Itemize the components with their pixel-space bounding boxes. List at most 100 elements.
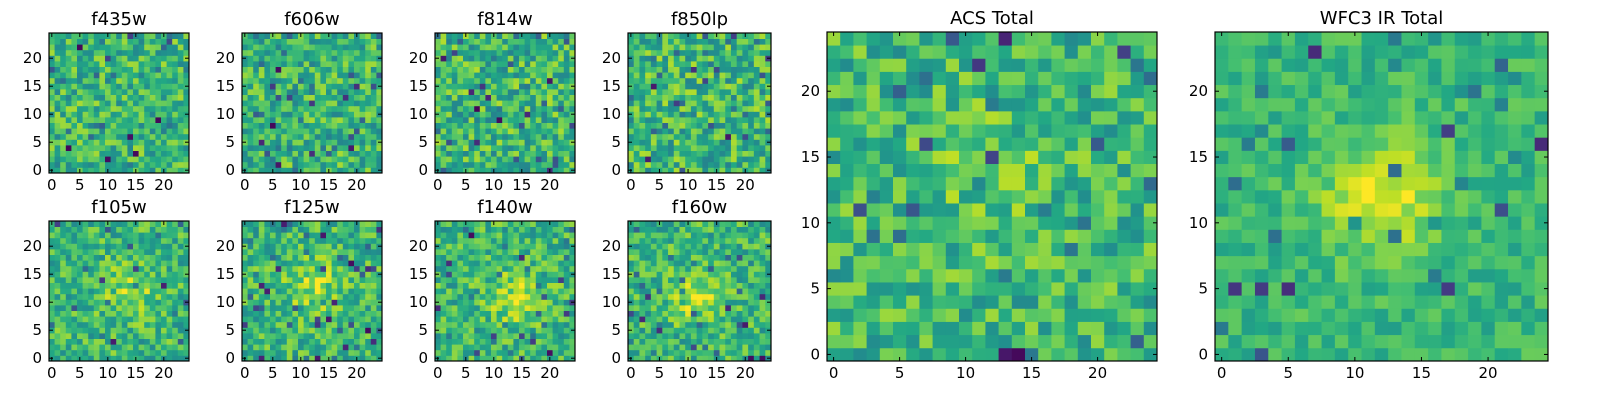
- heatmap-cell: [446, 61, 453, 67]
- heatmap-cell: [264, 89, 271, 95]
- heatmap-cell: [633, 167, 640, 174]
- heatmap-cell: [708, 44, 715, 51]
- heatmap-cell: [696, 338, 703, 345]
- heatmap-cell: [513, 316, 520, 323]
- x-tick-label: 20: [347, 176, 366, 194]
- heatmap-cell: [507, 249, 514, 255]
- heatmap-cell: [535, 243, 542, 250]
- heatmap-cell: [463, 243, 469, 250]
- y-tick-label: 10: [23, 105, 42, 123]
- heatmap-cell: [320, 333, 327, 339]
- heatmap-cell: [457, 321, 464, 328]
- heatmap-cell: [105, 66, 111, 73]
- heatmap-cell: [502, 226, 509, 233]
- heatmap-cell: [524, 249, 531, 255]
- heatmap-cell: [485, 338, 492, 345]
- heatmap-cell: [463, 161, 469, 168]
- heatmap-cell: [183, 89, 190, 95]
- heatmap-cell: [166, 77, 173, 84]
- heatmap-cell: [314, 66, 321, 73]
- heatmap-cell: [77, 327, 83, 334]
- heatmap-cell: [161, 321, 167, 328]
- heatmap-cell: [656, 83, 663, 90]
- heatmap-cell: [320, 161, 327, 168]
- heatmap-cell: [65, 44, 72, 51]
- heatmap-cell: [446, 299, 453, 306]
- heatmap-cell: [286, 226, 293, 233]
- heatmap-cell: [656, 277, 663, 283]
- heatmap-cell: [708, 310, 715, 317]
- heatmap-cell: [502, 333, 509, 339]
- heatmap-cell: [451, 277, 458, 283]
- heatmap-cell: [457, 139, 464, 146]
- heatmap-cell: [286, 44, 293, 51]
- heatmap-cell: [286, 277, 293, 283]
- heatmap-cell: [127, 338, 134, 345]
- heatmap-cell: [446, 271, 453, 278]
- heatmap-cell: [326, 344, 332, 351]
- heatmap-cell: [342, 237, 349, 244]
- heatmap-cell: [736, 72, 743, 79]
- heatmap-cell: [639, 321, 646, 328]
- heatmap-cell: [303, 305, 310, 311]
- heatmap-cell: [348, 226, 355, 233]
- heatmap-cell: [645, 72, 652, 79]
- heatmap-cell: [309, 327, 316, 334]
- heatmap-cell: [633, 316, 640, 323]
- heatmap-cell: [303, 61, 310, 67]
- heatmap-cell: [650, 338, 657, 345]
- heatmap-cell: [513, 271, 520, 278]
- heatmap-cell: [376, 105, 383, 112]
- heatmap-cell: [435, 105, 441, 112]
- heatmap-cell: [314, 254, 321, 261]
- heatmap-cell: [88, 38, 95, 45]
- heatmap-cell: [457, 105, 464, 112]
- heatmap-cell: [342, 260, 349, 267]
- heatmap-cell: [286, 271, 293, 278]
- heatmap-cell: [93, 89, 100, 95]
- heatmap-cell: [507, 133, 514, 140]
- heatmap-cell: [451, 265, 458, 272]
- heatmap-cell: [77, 338, 83, 345]
- heatmap-cell: [161, 282, 167, 289]
- heatmap-cell: [309, 72, 316, 79]
- heatmap-cell: [270, 232, 276, 239]
- heatmap-cell: [468, 226, 475, 233]
- heatmap-cell: [535, 271, 542, 278]
- heatmap-cell: [65, 128, 72, 135]
- heatmap-cell: [451, 55, 458, 62]
- heatmap-cell: [314, 139, 321, 146]
- heatmap-cell: [65, 254, 72, 261]
- heatmap-cell: [258, 150, 265, 157]
- heatmap-cell: [337, 293, 344, 300]
- heatmap-cell: [457, 94, 464, 101]
- heatmap-cell: [446, 122, 453, 129]
- heatmap-cell: [177, 100, 184, 107]
- heatmap-cell: [547, 338, 553, 345]
- heatmap-cell: [314, 156, 321, 163]
- heatmap-cell: [702, 288, 709, 295]
- heatmap-cell: [331, 288, 338, 295]
- heatmap-cell: [446, 33, 453, 39]
- heatmap-cell: [468, 249, 475, 255]
- heatmap-cell: [60, 221, 67, 227]
- heatmap-cell: [172, 89, 179, 95]
- heatmap-cell: [71, 49, 78, 56]
- heatmap-cell: [365, 237, 372, 244]
- heatmap-cell: [253, 288, 260, 295]
- heatmap-cell: [326, 122, 332, 129]
- heatmap-cell: [242, 100, 248, 107]
- heatmap-cell: [696, 355, 703, 362]
- heatmap-cell: [474, 232, 481, 239]
- heatmap-cell: [496, 355, 503, 362]
- heatmap-cell: [679, 349, 686, 356]
- heatmap-cell: [93, 293, 100, 300]
- heatmap-cell: [708, 94, 715, 101]
- heatmap-cell: [348, 249, 355, 255]
- heatmap-cell: [713, 271, 720, 278]
- heatmap-cell: [342, 150, 349, 157]
- heatmap-cell: [552, 277, 559, 283]
- heatmap-cell: [524, 83, 531, 90]
- heatmap-cell: [725, 305, 732, 311]
- heatmap-cell: [690, 94, 698, 101]
